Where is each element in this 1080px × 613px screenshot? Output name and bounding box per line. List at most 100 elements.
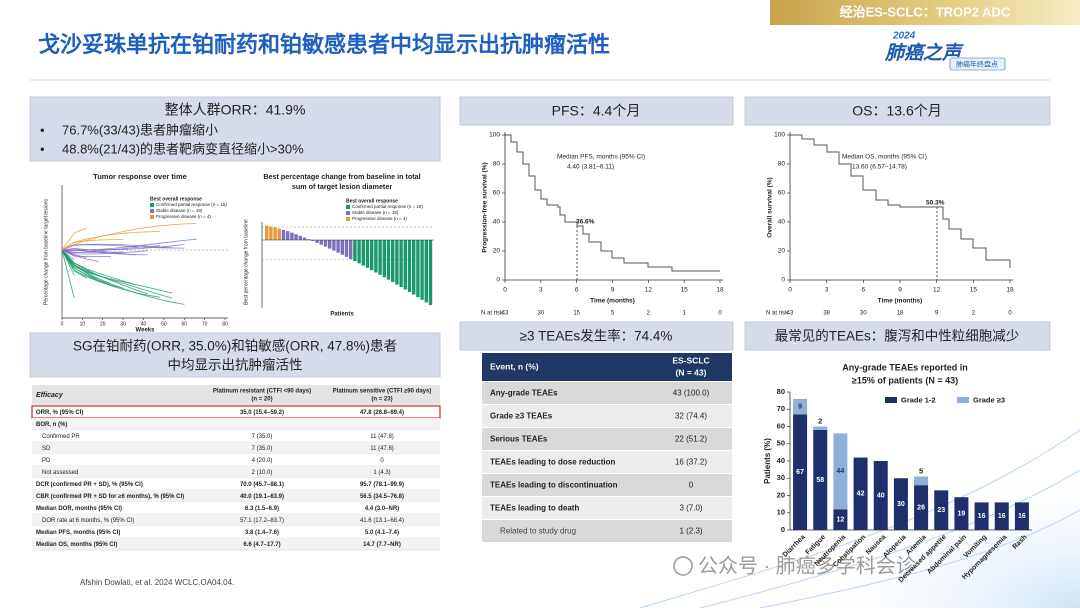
km-at-risk: 2	[972, 311, 976, 317]
spider-tick-label: 20	[100, 321, 106, 327]
waterfall-bar	[269, 226, 273, 240]
waterfall-bar	[311, 240, 315, 242]
waterfall-bar	[294, 234, 298, 240]
legend-swatch	[957, 397, 969, 403]
spider-line	[61, 238, 197, 252]
legend-entry: Grade ≥3	[973, 395, 1005, 404]
waterfall-bar	[340, 240, 344, 255]
waterfall-bar	[374, 240, 378, 273]
waterfall-legend-entry: Progressive disease (n = 4)	[352, 216, 407, 221]
km-at-risk: 18	[897, 311, 904, 317]
km-tick-label: 80	[778, 161, 786, 168]
y-tick-label: 60	[777, 421, 785, 430]
spider-legend-entry: Progressive disease (n = 4)	[156, 214, 211, 219]
bar-value-label: 67	[796, 469, 804, 476]
y-tick-label: 0	[781, 525, 785, 534]
pfs-panel	[459, 96, 734, 126]
table-row-bg	[32, 514, 440, 526]
table-cell: 3.8 (1.4–7.6)	[245, 530, 279, 536]
bar-value-label: 5	[919, 467, 923, 476]
y-tick-label: 50	[777, 439, 785, 448]
table-cell: 0	[380, 458, 384, 464]
waterfall-bar	[281, 229, 286, 240]
waterfall-bar	[378, 240, 382, 275]
bar-value-label: 16	[978, 513, 986, 520]
watermark-icon	[673, 556, 693, 576]
km-median-label: Median OS, months (95% CI)	[842, 154, 927, 161]
y-tick-label: 70	[777, 404, 785, 413]
km-tick-label: 100	[489, 132, 500, 139]
km-tick-label: 40	[493, 219, 501, 226]
table-header: (n = 20)	[251, 397, 272, 403]
table-cell: 0	[689, 481, 694, 490]
table-row-bg	[482, 520, 732, 542]
waterfall-bar	[290, 232, 294, 240]
waterfall-bar	[399, 240, 403, 288]
km-median-value: 4.40 (3.81–6.11)	[567, 164, 614, 171]
km-tick-label: 60	[778, 190, 786, 197]
spider-line	[61, 223, 197, 251]
spider-line	[61, 249, 148, 255]
table-cell: 5.0 (4.1–7.4)	[365, 530, 399, 536]
km-at-risk: 15	[573, 311, 580, 317]
table-cell: 11 (47.8)	[370, 434, 394, 440]
table-row-bg	[32, 538, 440, 550]
safety-panel	[459, 321, 734, 351]
km-at-risk: 30	[860, 311, 867, 317]
km-tick-label: 3	[825, 287, 829, 294]
waterfall-legend-entry: Confirmed partial response (n = 18)	[352, 204, 423, 209]
table-cell: Serious TEAEs	[490, 435, 548, 444]
spider-line	[61, 249, 136, 286]
bar-value-label: 9	[798, 404, 802, 411]
spider-tick-label: 30	[120, 321, 126, 327]
bar-value-label: 2	[818, 416, 822, 425]
waterfall-bar	[353, 240, 357, 262]
table-cell: 4.4 (3.0–NR)	[365, 506, 399, 512]
waterfall-bar	[391, 240, 395, 283]
spider-line	[61, 247, 136, 256]
table-row-bg	[482, 405, 732, 427]
km-tick-label: 15	[970, 287, 978, 294]
spider-line	[61, 249, 75, 299]
km-x-label: Time (months)	[878, 298, 923, 305]
table-cell: TEAEs leading to dose reduction	[490, 458, 615, 467]
waterfall-legend-title: Best overall response	[346, 198, 398, 204]
km-tick-label: 9	[898, 287, 902, 294]
km-tick-label: 0	[781, 277, 785, 284]
spider-line	[61, 249, 173, 294]
km-median-value: 13.60 (6.57–14.78)	[852, 164, 907, 171]
y-tick-label: 10	[777, 508, 785, 517]
table-cell: 43 (100.0)	[673, 389, 710, 398]
spider-tick-label: 0	[61, 321, 64, 327]
legend-entry: Grade 1-2	[901, 395, 936, 404]
spider-line	[61, 249, 112, 258]
legend-swatch	[885, 397, 897, 403]
table-cell: Median OS, months (95% CI)	[36, 542, 117, 548]
spider-tick-label: 50	[161, 321, 167, 327]
waterfall-bar	[370, 240, 374, 271]
chart-title: ≥15% of patients (N = 43)	[852, 375, 958, 385]
km-at-risk-label: N at risk	[766, 311, 789, 317]
table-header: Platinum sensitive (CTFI ≥90 days)	[333, 389, 432, 395]
km-at-risk: 1	[682, 311, 686, 317]
table-cell: 16 (37.2)	[675, 458, 707, 467]
safety-heading: ≥3 TEAEs发生率：74.4%	[520, 328, 673, 344]
km-y-label: Progression-free survival (%)	[482, 162, 489, 252]
bar-value-label: 58	[816, 477, 824, 484]
waterfall-y-label: Best percentage change from baseline	[243, 219, 249, 305]
km-at-risk: 43	[787, 311, 794, 317]
bar	[974, 502, 989, 530]
bar-value-label: 26	[917, 504, 925, 511]
bar-value-label: 12	[837, 516, 845, 523]
bar-value-label: 30	[897, 501, 905, 508]
km-at-risk: 43	[502, 311, 509, 317]
table-cell: 4 (20.0)	[252, 458, 273, 464]
waterfall-bar	[365, 240, 370, 268]
waterfall-bar	[403, 240, 407, 290]
bar	[833, 509, 848, 530]
km-at-risk: 30	[537, 311, 544, 317]
bullet-dot: •	[40, 122, 45, 137]
spider-tick-label: 60	[181, 321, 187, 327]
bar	[793, 414, 808, 530]
waterfall-bar	[273, 227, 277, 240]
